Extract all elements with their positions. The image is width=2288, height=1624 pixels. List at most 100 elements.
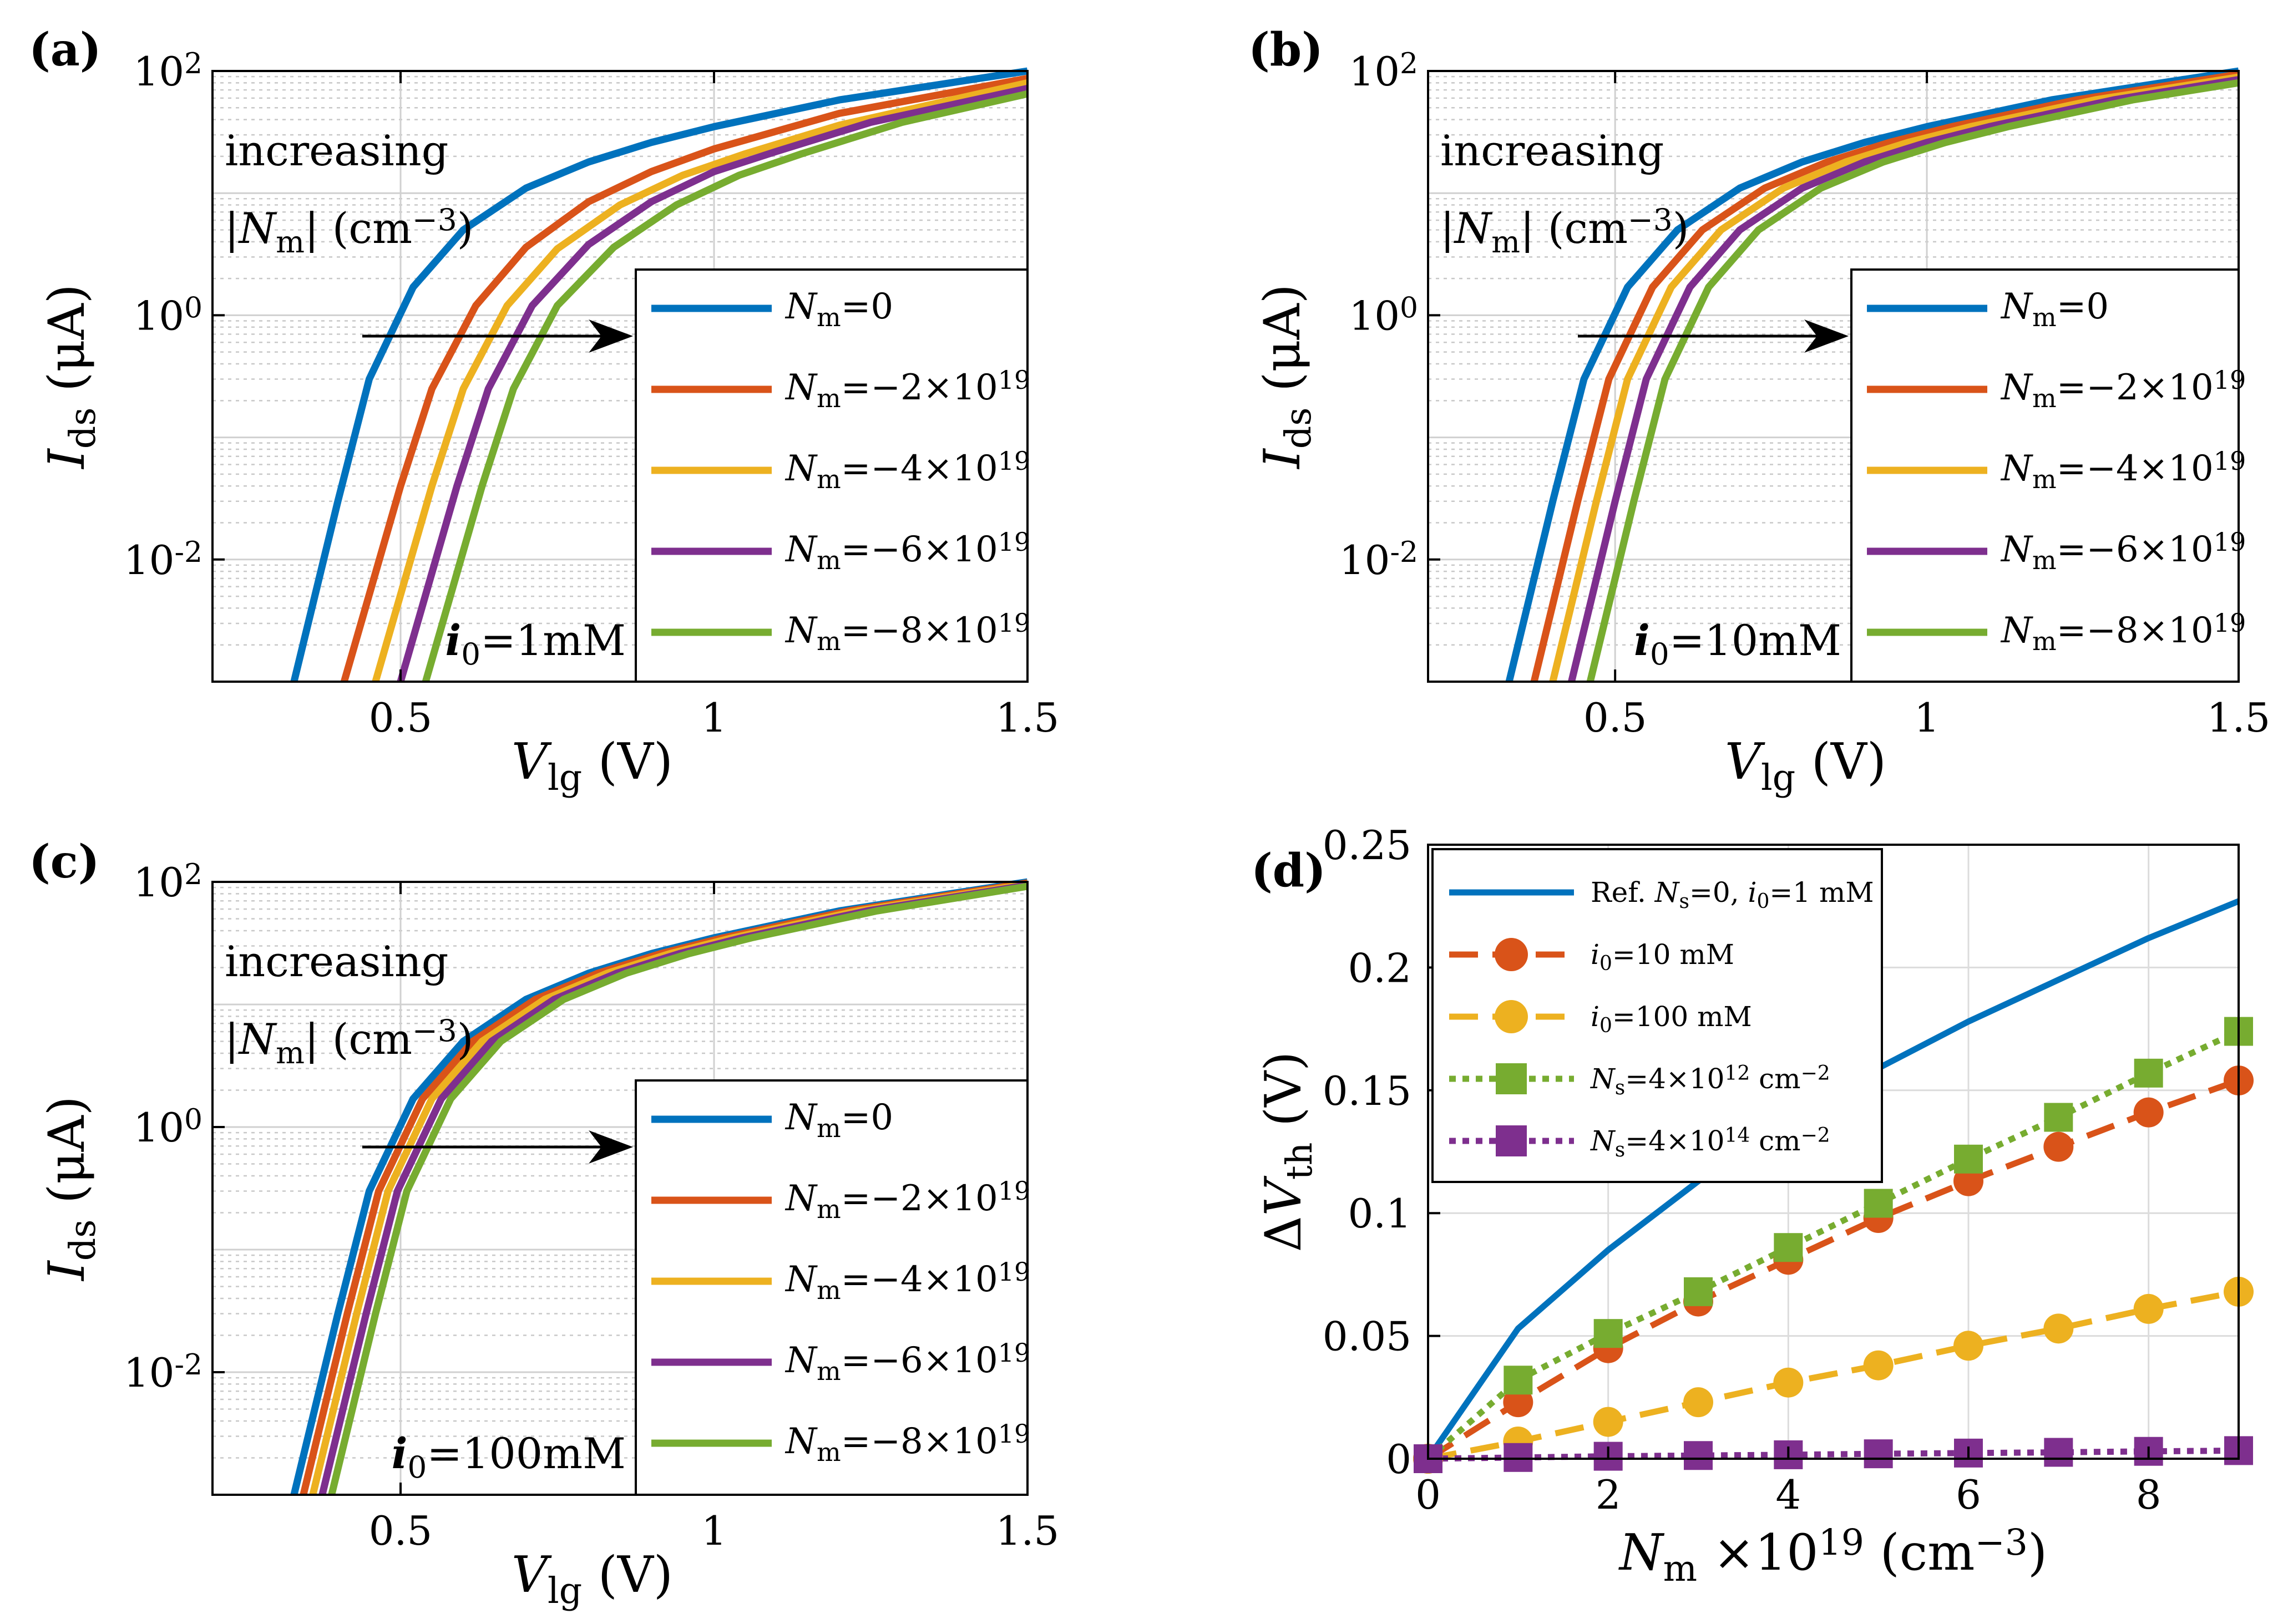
x-tick-label: 1.5 <box>996 1508 1060 1554</box>
series-line-4 <box>422 90 1029 683</box>
legend-label-1: Nm=−2×1019 <box>784 365 1030 413</box>
series-3-marker <box>1684 1277 1713 1306</box>
legend-marker-4 <box>1496 1125 1527 1156</box>
y-tick-label: 10-2 <box>124 1348 203 1396</box>
series-1-marker <box>1953 1166 1983 1196</box>
y-tick-label: 0 <box>1386 1436 1411 1483</box>
series-2-marker <box>1683 1387 1713 1418</box>
panel-label: (d) <box>1251 844 1326 897</box>
legend-label-0: Nm=0 <box>784 286 893 332</box>
y-axis-label: Ids (μA) <box>1253 284 1319 470</box>
series-3-marker <box>1504 1366 1533 1395</box>
series-2-marker <box>1953 1331 1983 1361</box>
annotation-nm-unit: |Nm| (cm−3) <box>225 202 473 260</box>
legend-label-3: Ns=4×1012 cm−2 <box>1590 1062 1830 1099</box>
legend-label-4: Nm=−8×1019 <box>784 1419 1030 1467</box>
y-tick-label: 0.15 <box>1323 1068 1411 1114</box>
x-tick-label: 1 <box>1914 694 1940 741</box>
y-tick-label: 0.1 <box>1348 1190 1411 1237</box>
condition-label: i0=10mM <box>1634 616 1841 672</box>
series-1-marker <box>2043 1131 2074 1162</box>
legend-label-1: Nm=−2×1019 <box>784 1176 1030 1224</box>
series-line-2 <box>372 79 1029 683</box>
x-tick-label: 2 <box>1596 1471 1621 1518</box>
legend-label-2: Nm=−4×1019 <box>2000 446 2246 494</box>
annotation-increasing: increasing <box>225 937 448 986</box>
panel-3: 0 2 4 6 8 0 0.05 0.1 0.15 0.2 0.25 Nm ×1019 (cm−3) Δ… <box>1251 822 2254 1590</box>
series-3-marker <box>2134 1058 2163 1088</box>
legend-label-4: Ns=4×1014 cm−2 <box>1590 1124 1830 1161</box>
condition-label: i0=100mM <box>392 1429 626 1485</box>
panel-0: 0.5 1 1.5 10-2 100 102 Vlg (V) Ids (μA) increasi… <box>29 23 1059 799</box>
legend-label-3: Nm=−6×1019 <box>784 527 1030 575</box>
series-line-3 <box>1426 1028 2240 1461</box>
series-line-0 <box>1505 67 2239 683</box>
legend-marker-1 <box>1495 938 1528 971</box>
x-tick-label: 0.5 <box>1583 694 1647 741</box>
legend-label-2: Nm=−4×1019 <box>784 1257 1030 1305</box>
series-4-marker <box>2044 1438 2073 1467</box>
series-3-marker <box>1954 1144 1983 1174</box>
legend-marker-3 <box>1496 1063 1527 1094</box>
y-tick-label: 0.2 <box>1348 945 1411 991</box>
series-line-1 <box>1530 70 2240 683</box>
x-tick-label: 0.5 <box>369 1508 433 1554</box>
x-tick-label: 8 <box>2136 1471 2162 1518</box>
legend-marker-2 <box>1495 1000 1528 1033</box>
legend-box <box>1850 268 2240 683</box>
annotation-nm-unit: |Nm| (cm−3) <box>225 1013 473 1070</box>
series-2-marker <box>1593 1407 1623 1437</box>
legend-label-2: i0=100 mM <box>1591 1001 1752 1037</box>
y-axis-label: Ids (μA) <box>38 284 104 470</box>
x-tick-label: 1.5 <box>996 694 1060 741</box>
legend-label-0: Nm=0 <box>2000 286 2109 332</box>
panel-1: 0.5 1 1.5 10-2 100 102 Vlg (V) Ids (μA) increasi… <box>1248 23 2270 799</box>
arrow-head <box>1804 319 1849 353</box>
x-tick-label: 1 <box>701 694 727 741</box>
legend-label-2: Nm=−4×1019 <box>784 446 1030 494</box>
y-axis-label: Ids (μA) <box>38 1096 104 1282</box>
x-axis-label: Vlg (V) <box>1725 733 1886 799</box>
series-4-marker <box>1864 1439 1893 1469</box>
legend-label-3: Nm=−6×1019 <box>784 1338 1030 1386</box>
series-line-1 <box>341 74 1029 683</box>
series-line-3 <box>1568 76 2240 683</box>
x-tick-label: 6 <box>1956 1471 1981 1518</box>
legend-label-4: Nm=−8×1019 <box>784 608 1030 656</box>
y-tick-label: 102 <box>1349 47 1418 95</box>
axes-frame <box>1427 844 2240 1460</box>
series-1-marker <box>1503 1387 1533 1418</box>
y-tick-label: 0.25 <box>1323 822 1411 869</box>
series-3-marker <box>1593 1319 1623 1348</box>
series-3-marker <box>1774 1233 1803 1262</box>
series-1-marker <box>2133 1097 2164 1128</box>
condition-label: i0=1mM <box>445 616 626 672</box>
series-2-marker <box>1773 1367 1804 1398</box>
series-2-marker <box>2133 1293 2164 1324</box>
y-tick-label: 102 <box>133 47 203 95</box>
y-tick-label: 10-2 <box>1339 536 1418 583</box>
series-line-2 <box>1549 73 2240 683</box>
series-line-4 <box>1428 1447 2239 1462</box>
x-tick-label: 1.5 <box>2207 694 2271 741</box>
series-3-marker <box>1864 1189 1893 1218</box>
y-axis-label: ΔVth (V) <box>1254 1052 1320 1252</box>
series-line-1 <box>1426 1077 2240 1461</box>
legend-label-0: Nm=0 <box>784 1097 893 1143</box>
panel-label: (a) <box>29 23 102 77</box>
series-4-marker <box>1684 1441 1713 1470</box>
series-line-3 <box>397 85 1029 683</box>
panel-label: (c) <box>29 835 100 889</box>
legend-box <box>635 268 1029 683</box>
panel-label: (b) <box>1248 23 1323 77</box>
legend-label-4: Nm=−8×1019 <box>2000 608 2246 656</box>
y-tick-label: 100 <box>1349 292 1418 339</box>
legend-label-0: Ref. Ns=0, i0=1 mM <box>1591 876 1874 913</box>
series-2-marker <box>1863 1350 1894 1381</box>
annotation-increasing: increasing <box>1440 126 1664 175</box>
y-tick-label: 100 <box>133 1103 203 1151</box>
x-axis-label: Vlg (V) <box>512 733 673 799</box>
panel-2: 0.5 1 1.5 10-2 100 102 Vlg (V) Ids (μA) increasi… <box>29 835 1059 1612</box>
arrow-head <box>589 1130 633 1164</box>
